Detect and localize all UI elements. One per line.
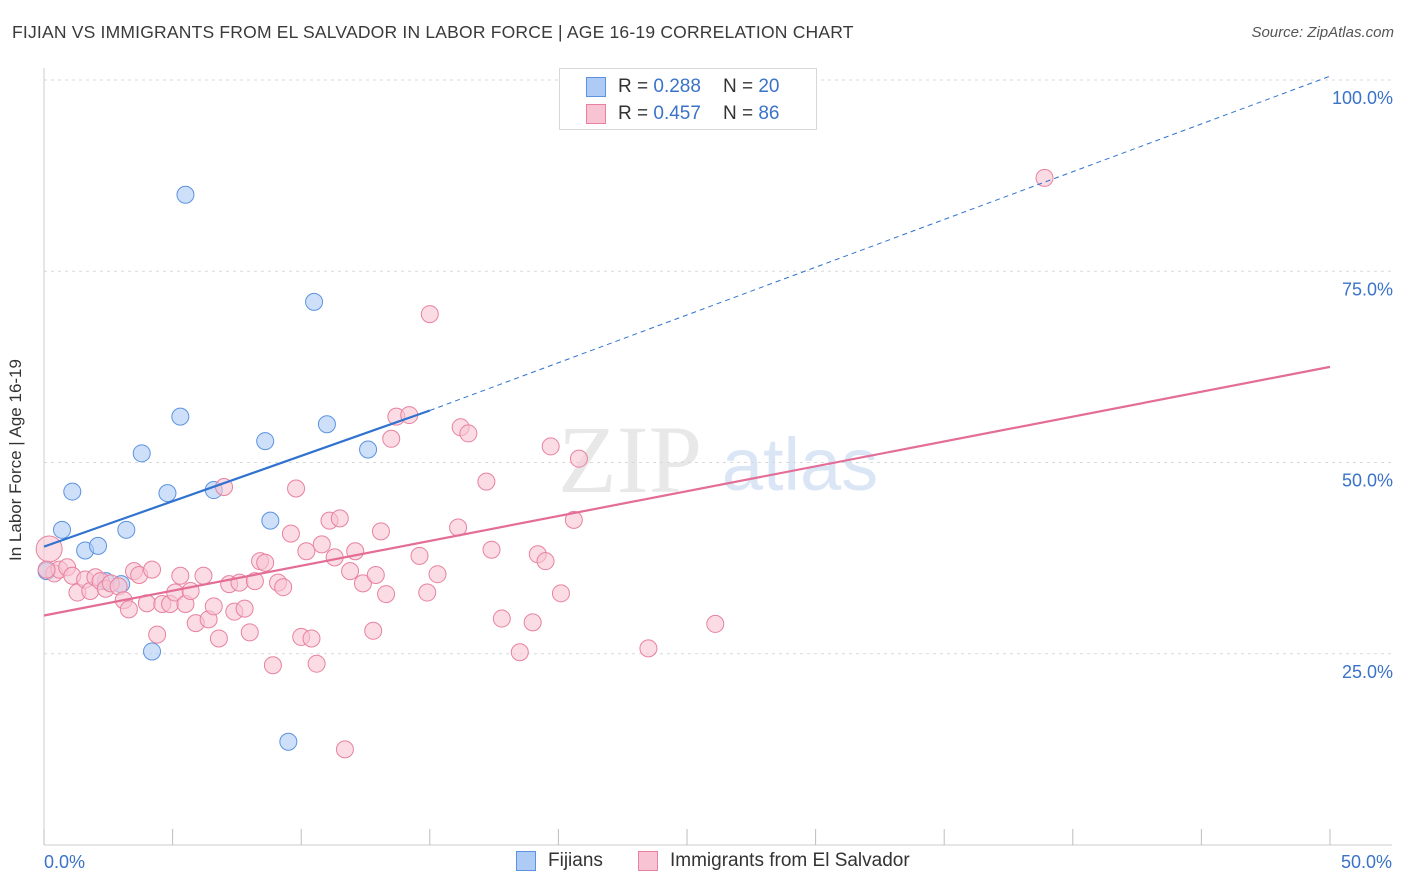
fijian-point-2: [63, 482, 82, 501]
salvador-point-71: [477, 472, 496, 491]
salvador-point-61: [382, 429, 401, 448]
salvador-point-77: [536, 552, 555, 571]
salvador-point-83: [706, 614, 725, 633]
bottom-legend-label-salvador: Immigrants from El Salvador: [670, 850, 910, 871]
salvador-point-54: [341, 562, 360, 581]
salvador-point-23: [171, 566, 190, 585]
salvador-point-48: [307, 654, 326, 673]
fijian-point-19: [359, 440, 378, 459]
salvador-point-47: [302, 629, 321, 648]
legend-r-value-salvador: 0.457: [653, 103, 701, 124]
fijian-point-16: [279, 732, 298, 751]
fijian-point-4: [89, 536, 108, 555]
salvador-point-35: [235, 599, 254, 618]
salvador-point-40: [263, 656, 282, 675]
salvador-point-43: [281, 524, 300, 543]
fijian-point-18: [317, 415, 336, 434]
salvador-point-36: [240, 623, 259, 642]
salvador-point-53: [335, 740, 354, 759]
salvador-point-37: [245, 572, 264, 591]
x-axis-label-max: 50.0%: [1340, 852, 1392, 872]
salvador-point-0: [35, 535, 63, 563]
y-tick-label-75: 75.0%: [1342, 279, 1393, 299]
fijian-point-10: [158, 484, 177, 503]
salvador-point-44: [287, 479, 306, 498]
salvador-point-49: [312, 535, 331, 554]
legend-row-fijians: R = 0.288 N = 20: [586, 74, 779, 100]
salvador-point-73: [492, 609, 511, 628]
watermark-atlas: atlas: [722, 423, 878, 506]
bottom-legend: Fijians Immigrants from El Salvador: [0, 850, 1406, 878]
salvador-point-42: [274, 578, 293, 597]
fijian-trend-line: [43, 409, 431, 548]
salvador-point-29: [204, 597, 223, 616]
legend-swatch-fijians: [586, 77, 606, 97]
salvador-point-81: [569, 449, 588, 468]
salvador-point-57: [364, 621, 383, 640]
salvador-point-78: [541, 437, 560, 456]
legend-box: R = 0.288 N = 20 R = 0.457 N = 86: [559, 68, 817, 130]
salvador-point-52: [330, 509, 349, 528]
bottom-legend-swatch-fijians: [516, 851, 536, 871]
fijian-point-11: [171, 407, 190, 426]
salvador-point-74: [510, 643, 529, 662]
y-axis-label: In Labor Force | Age 16-19: [6, 359, 25, 561]
salvador-point-80: [564, 510, 583, 529]
bottom-legend-fijians[interactable]: Fijians: [516, 850, 603, 872]
legend-swatch-salvador: [586, 104, 606, 124]
legend-n-label-fijians: N =: [722, 76, 754, 97]
salvador-trend-line: [43, 365, 1331, 617]
salvador-point-58: [366, 565, 385, 584]
bottom-legend-label-fijians: Fijians: [548, 850, 603, 871]
salvador-point-70: [459, 424, 478, 443]
salvador-point-56: [353, 574, 372, 593]
salvador-point-85: [37, 560, 56, 579]
bottom-legend-salvador[interactable]: Immigrants from El Salvador: [638, 850, 910, 872]
y-tick-label-50: 50.0%: [1342, 471, 1393, 491]
salvador-point-46: [297, 542, 316, 561]
chart-source: Source: ZipAtlas.com: [1251, 24, 1394, 41]
salvador-point-67: [428, 565, 447, 584]
salvador-point-14: [119, 600, 138, 619]
salvador-point-59: [371, 522, 390, 541]
x-axis-label-min: 0.0%: [44, 852, 86, 872]
fijian-point-12: [176, 185, 195, 204]
legend-r-label-salvador: R =: [618, 103, 649, 124]
y-tick-label-100: 100.0%: [1332, 88, 1393, 108]
salvador-point-27: [194, 566, 213, 585]
legend-r-label-fijians: R =: [618, 76, 649, 97]
legend-n-value-fijians: 20: [758, 76, 780, 97]
salvador-point-39: [256, 553, 275, 572]
salvador-point-30: [209, 629, 228, 648]
fijian-trend-extension: [429, 75, 1331, 411]
fijian-point-14: [256, 432, 275, 451]
chart-title: FIJIAN VS IMMIGRANTS FROM EL SALVADOR IN…: [12, 22, 854, 42]
salvador-point-19: [148, 625, 167, 644]
fijian-point-17: [305, 292, 324, 311]
fijian-point-9: [143, 642, 162, 661]
fijian-point-8: [132, 444, 151, 463]
salvador-point-18: [143, 560, 162, 579]
salvador-point-84: [1035, 168, 1054, 187]
legend-n-value-salvador: 86: [758, 103, 780, 124]
salvador-point-79: [551, 584, 570, 603]
fijian-point-15: [261, 511, 280, 530]
legend-row-salvador: R = 0.457 N = 86: [586, 101, 779, 127]
fijian-point-1: [53, 520, 72, 539]
salvador-point-72: [482, 540, 501, 559]
salvador-point-66: [420, 305, 439, 324]
legend-n-label-salvador: N =: [722, 103, 754, 124]
y-tick-label-25: 25.0%: [1342, 662, 1393, 682]
bottom-legend-swatch-salvador: [638, 851, 658, 871]
salvador-point-65: [418, 583, 437, 602]
salvador-point-82: [639, 639, 658, 658]
salvador-point-75: [523, 613, 542, 632]
legend-r-value-fijians: 0.288: [653, 76, 701, 97]
salvador-point-60: [377, 585, 396, 604]
salvador-point-64: [410, 546, 429, 565]
fijian-point-7: [117, 520, 136, 539]
